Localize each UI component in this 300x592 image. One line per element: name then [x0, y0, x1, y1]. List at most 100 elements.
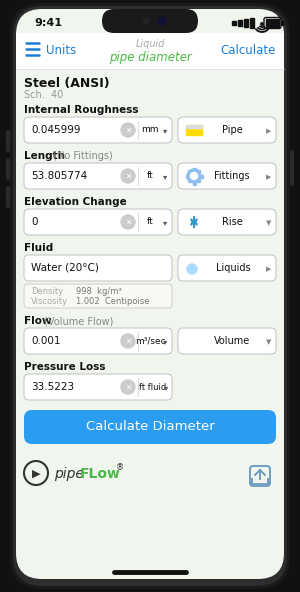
Text: (Volume Flow): (Volume Flow) — [41, 316, 113, 326]
Text: Calculate: Calculate — [220, 44, 276, 57]
Text: ▼: ▼ — [266, 339, 272, 345]
Text: ✕: ✕ — [125, 383, 131, 392]
FancyBboxPatch shape — [290, 150, 294, 186]
Circle shape — [160, 18, 164, 24]
Text: ▾: ▾ — [163, 172, 167, 182]
Circle shape — [187, 169, 201, 183]
Text: Units: Units — [46, 44, 76, 57]
Text: FLow: FLow — [80, 467, 121, 481]
Text: Pipe: Pipe — [222, 125, 242, 135]
Bar — [193, 182, 196, 185]
Text: ✕: ✕ — [125, 218, 131, 227]
Circle shape — [121, 123, 135, 137]
Text: ▶: ▶ — [266, 266, 272, 272]
Text: Elevation Change: Elevation Change — [24, 197, 127, 207]
Bar — [188, 169, 190, 172]
FancyBboxPatch shape — [16, 33, 284, 69]
Text: Liquid: Liquid — [135, 39, 165, 49]
Text: Water (20°C): Water (20°C) — [31, 263, 99, 273]
Circle shape — [121, 380, 135, 394]
Bar — [188, 179, 190, 182]
Bar — [200, 175, 202, 178]
Bar — [197, 179, 200, 182]
Text: Fittings: Fittings — [214, 171, 250, 181]
Text: Volume: Volume — [214, 336, 250, 346]
Bar — [238, 20, 242, 26]
Text: 9:41: 9:41 — [34, 18, 62, 28]
Circle shape — [158, 17, 166, 25]
Bar — [197, 169, 200, 172]
FancyBboxPatch shape — [24, 328, 172, 354]
Text: 998  kg/m³: 998 kg/m³ — [76, 287, 122, 295]
Bar — [250, 18, 254, 28]
FancyBboxPatch shape — [102, 9, 198, 33]
Text: ft: ft — [147, 217, 153, 227]
Text: 33.5223: 33.5223 — [31, 382, 74, 392]
FancyBboxPatch shape — [178, 209, 276, 235]
Text: Rise: Rise — [222, 217, 242, 227]
Bar — [193, 168, 196, 170]
FancyBboxPatch shape — [24, 410, 276, 444]
FancyBboxPatch shape — [24, 209, 172, 235]
Bar — [266, 19, 278, 27]
FancyBboxPatch shape — [178, 255, 276, 281]
Circle shape — [190, 172, 197, 179]
Text: ✕: ✕ — [125, 337, 131, 346]
FancyBboxPatch shape — [16, 9, 284, 579]
Text: ✕: ✕ — [125, 126, 131, 135]
Circle shape — [261, 23, 263, 25]
Text: 53.805774: 53.805774 — [31, 171, 87, 181]
Circle shape — [121, 215, 135, 229]
Text: ▶: ▶ — [266, 128, 272, 134]
Text: ft: ft — [147, 172, 153, 181]
Text: pipe: pipe — [54, 467, 84, 481]
Text: mm: mm — [141, 126, 159, 134]
Text: ▶: ▶ — [266, 174, 272, 180]
Bar — [186, 125, 202, 135]
Circle shape — [121, 334, 135, 348]
Text: Internal Roughness: Internal Roughness — [24, 105, 139, 115]
Text: (No Fittings): (No Fittings) — [50, 151, 112, 161]
FancyBboxPatch shape — [6, 186, 10, 208]
Text: 1.002  Centipoise: 1.002 Centipoise — [76, 297, 149, 305]
Text: m³/sec: m³/sec — [135, 336, 165, 346]
FancyBboxPatch shape — [178, 117, 276, 143]
Bar — [186, 125, 202, 128]
FancyBboxPatch shape — [10, 3, 290, 589]
FancyBboxPatch shape — [24, 255, 172, 281]
FancyBboxPatch shape — [13, 6, 287, 586]
FancyBboxPatch shape — [24, 374, 172, 400]
Bar — [281, 21, 283, 25]
Text: Liquids: Liquids — [216, 263, 250, 273]
Text: Pressure Loss: Pressure Loss — [24, 362, 106, 372]
Text: Flow: Flow — [24, 316, 52, 326]
Text: 0.001: 0.001 — [31, 336, 61, 346]
Text: ▶: ▶ — [32, 469, 40, 479]
Text: ▾: ▾ — [164, 384, 168, 392]
FancyBboxPatch shape — [6, 158, 10, 180]
Circle shape — [187, 264, 197, 274]
Text: Calculate Diameter: Calculate Diameter — [85, 420, 214, 433]
Text: Fluid: Fluid — [24, 243, 53, 253]
Text: 0.045999: 0.045999 — [31, 125, 80, 135]
Text: Steel (ANSI): Steel (ANSI) — [24, 78, 109, 91]
FancyBboxPatch shape — [24, 117, 172, 143]
FancyBboxPatch shape — [178, 328, 276, 354]
Circle shape — [143, 18, 148, 24]
FancyBboxPatch shape — [24, 284, 172, 308]
Text: Viscosity: Viscosity — [31, 297, 68, 305]
Circle shape — [121, 169, 135, 183]
Text: ✕: ✕ — [125, 172, 131, 181]
FancyBboxPatch shape — [6, 130, 10, 152]
Text: Density: Density — [31, 287, 63, 295]
Bar — [185, 175, 188, 178]
Text: Sch.  40: Sch. 40 — [24, 90, 63, 100]
Text: ▼: ▼ — [266, 220, 272, 226]
Text: ▾: ▾ — [163, 218, 167, 227]
Text: ®: ® — [116, 464, 124, 472]
Text: ▾: ▾ — [163, 127, 167, 136]
FancyBboxPatch shape — [178, 163, 276, 189]
Bar — [244, 19, 248, 27]
Text: ▾: ▾ — [163, 337, 167, 346]
Text: 0: 0 — [31, 217, 38, 227]
